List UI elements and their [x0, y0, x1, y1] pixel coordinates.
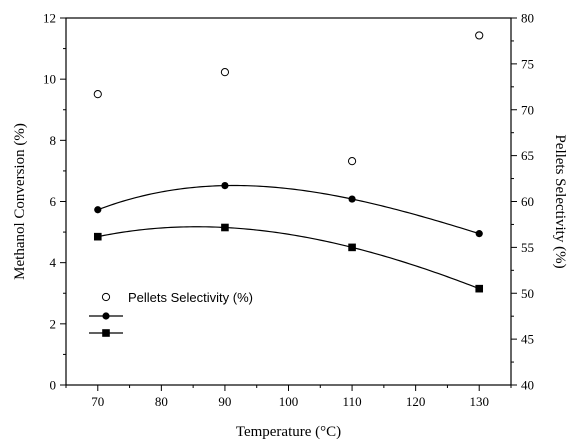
data-points-group — [93, 31, 484, 293]
plot-frame — [65, 17, 512, 386]
right-y-tick-label: 60 — [521, 194, 534, 209]
series-1-point — [93, 90, 102, 99]
x-tick-label: 90 — [218, 394, 231, 409]
series-2-point — [475, 230, 483, 238]
left-y-tick-label: 8 — [50, 133, 57, 148]
x-axis-title: Temperature (°C) — [236, 424, 341, 440]
left-y-tick-label: 0 — [50, 378, 57, 393]
series-3-point — [221, 223, 229, 232]
legend-marker-3 — [102, 329, 110, 337]
legend-marker-1 — [101, 292, 111, 302]
left-y-axis-title: Methanol Conversion (%) — [12, 123, 28, 280]
series-3-point — [348, 243, 356, 252]
x-tick-label: 110 — [343, 394, 362, 409]
left-y-tick-label: 4 — [50, 255, 57, 270]
legend-label-1: Pellets Selectivity (%) — [128, 290, 253, 305]
axes-group: 70 80 90 100 110 120 130 0 2 4 6 8 10 12 40 45 50 55 60 65 7… — [43, 11, 534, 410]
series-2-point — [348, 195, 356, 203]
right-y-tick-label: 75 — [521, 56, 534, 71]
series-3-point — [475, 284, 484, 293]
right-y-tick-label: 65 — [521, 148, 534, 163]
series-2-fit-curve — [97, 184, 480, 235]
right-y-tick-label: 45 — [521, 332, 534, 347]
series-1-point — [220, 68, 230, 77]
right-y-tick-label: 70 — [521, 102, 534, 117]
fit-curves-group — [97, 184, 480, 290]
x-tick-label: 70 — [91, 394, 104, 409]
right-y-axis-title: Pellets Selectivity (%) — [552, 134, 567, 268]
right-y-tick-label: 55 — [521, 240, 534, 255]
legend-marker-2 — [102, 312, 110, 320]
series-2-point — [94, 206, 102, 214]
left-y-tick-label: 6 — [50, 194, 57, 209]
x-tick-label: 80 — [155, 394, 168, 409]
series-3-fit-curve — [97, 226, 480, 290]
x-tick-label: 130 — [469, 394, 489, 409]
right-y-tick-label: 80 — [521, 11, 534, 26]
legend: Pellets Selectivity (%) — [89, 290, 253, 337]
left-y-tick-label: 10 — [43, 72, 56, 87]
series-2-point — [221, 181, 229, 190]
x-tick-label: 100 — [279, 394, 299, 409]
left-y-tick-label: 12 — [43, 11, 56, 26]
series-1-point — [347, 157, 357, 166]
right-y-tick-label: 40 — [521, 378, 534, 393]
right-y-tick-label: 50 — [521, 286, 534, 301]
x-tick-label: 120 — [406, 394, 426, 409]
series-3-point — [93, 232, 102, 241]
series-1-point — [475, 31, 484, 40]
left-y-tick-label: 2 — [50, 316, 57, 331]
